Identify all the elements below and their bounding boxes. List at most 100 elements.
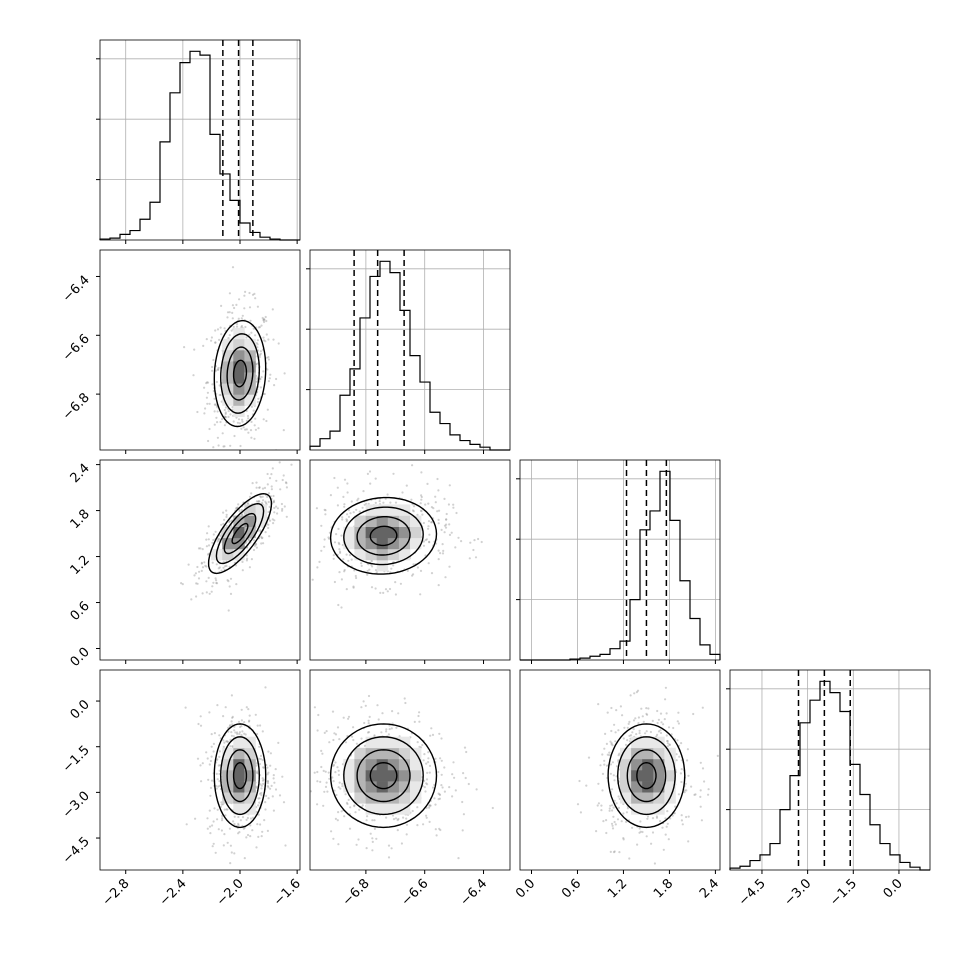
contour-1-3-2 xyxy=(343,736,424,816)
sample-point xyxy=(233,729,236,732)
sample-point xyxy=(203,561,206,564)
density-panel-1-2 xyxy=(310,464,483,609)
sample-point xyxy=(258,745,261,748)
sample-point xyxy=(249,824,252,827)
sample-point xyxy=(272,809,275,812)
sample-point xyxy=(237,503,240,506)
sample-point xyxy=(227,337,230,340)
sample-point xyxy=(434,803,437,806)
sample-point xyxy=(195,595,198,598)
sample-point xyxy=(265,319,268,323)
histogram-panel-2 xyxy=(516,459,721,661)
sample-point xyxy=(211,365,214,369)
sample-point xyxy=(261,495,264,498)
sample-point xyxy=(394,817,398,820)
panel-frame-0-1 xyxy=(99,249,301,451)
sample-point xyxy=(332,763,336,767)
sample-point xyxy=(237,824,240,827)
sample-point xyxy=(369,482,372,485)
sample-point xyxy=(205,545,208,548)
sample-point xyxy=(204,564,207,568)
sample-point xyxy=(211,541,214,544)
sample-point xyxy=(315,507,318,510)
sample-point xyxy=(352,738,355,742)
sample-point xyxy=(219,393,222,397)
sample-point xyxy=(267,526,270,530)
sample-point xyxy=(694,793,697,796)
sample-point xyxy=(212,742,215,746)
sample-point xyxy=(212,358,215,362)
sample-point xyxy=(236,506,239,509)
contour-2-3-0 xyxy=(636,761,657,790)
sample-point xyxy=(333,580,336,584)
density-cell xyxy=(354,548,366,561)
sample-point xyxy=(211,383,214,386)
sample-point xyxy=(411,809,414,813)
sample-point xyxy=(212,820,215,823)
sample-point xyxy=(441,552,445,555)
sample-point xyxy=(636,843,639,846)
sample-point xyxy=(248,495,252,498)
sample-point xyxy=(338,550,342,553)
density-cell xyxy=(376,537,389,550)
density-cell xyxy=(398,781,411,793)
sample-point xyxy=(262,499,265,502)
sample-point xyxy=(343,568,346,572)
sample-point xyxy=(438,797,441,800)
sample-point xyxy=(247,431,250,434)
sample-point xyxy=(365,847,368,850)
sample-point xyxy=(227,609,230,612)
sample-point xyxy=(281,509,284,512)
sample-point xyxy=(212,581,215,584)
sample-point xyxy=(259,529,262,532)
sample-point xyxy=(328,537,331,540)
sample-point xyxy=(267,510,270,514)
sample-point xyxy=(258,326,261,329)
sample-point xyxy=(209,786,213,790)
sample-point xyxy=(223,424,226,427)
x-tick-label: −1.6 xyxy=(271,876,304,909)
sample-point xyxy=(384,588,388,591)
density-cell xyxy=(387,548,400,561)
sample-point xyxy=(196,757,200,760)
sample-point xyxy=(215,581,218,585)
sample-point xyxy=(214,329,217,332)
sample-point xyxy=(428,804,431,807)
sample-point xyxy=(267,338,270,341)
sample-point xyxy=(225,524,228,527)
sample-point xyxy=(259,350,262,353)
sample-point xyxy=(205,591,208,594)
sample-point xyxy=(229,444,232,447)
sample-point xyxy=(284,481,288,484)
density-cell xyxy=(365,803,377,815)
sample-point xyxy=(397,817,400,821)
sample-point xyxy=(216,421,219,424)
density-cell xyxy=(365,758,377,771)
sample-point xyxy=(667,726,671,729)
y-tick-label: −1.5 xyxy=(60,743,93,776)
sample-point xyxy=(253,544,257,547)
sample-point xyxy=(226,579,229,582)
sample-point xyxy=(262,542,265,545)
sample-point xyxy=(418,745,421,749)
sample-point xyxy=(216,778,219,781)
sample-point xyxy=(338,548,341,551)
x-tick-label: −2.4 xyxy=(157,876,190,909)
sample-point xyxy=(347,798,350,802)
sample-point xyxy=(257,797,260,800)
sample-point xyxy=(193,348,196,351)
sample-point xyxy=(259,757,262,761)
density-cell xyxy=(233,383,245,395)
sample-point xyxy=(252,548,256,552)
density-cell xyxy=(233,792,245,804)
sample-point xyxy=(445,512,448,516)
sample-point xyxy=(250,331,253,334)
sample-point xyxy=(367,719,370,722)
sample-point xyxy=(272,338,275,341)
sample-point xyxy=(628,857,631,860)
density-cell xyxy=(376,781,389,793)
sample-point xyxy=(226,311,230,314)
x-tick-label: −4.5 xyxy=(736,876,769,909)
sample-point xyxy=(373,734,376,737)
contour-0-1-2 xyxy=(219,333,261,414)
